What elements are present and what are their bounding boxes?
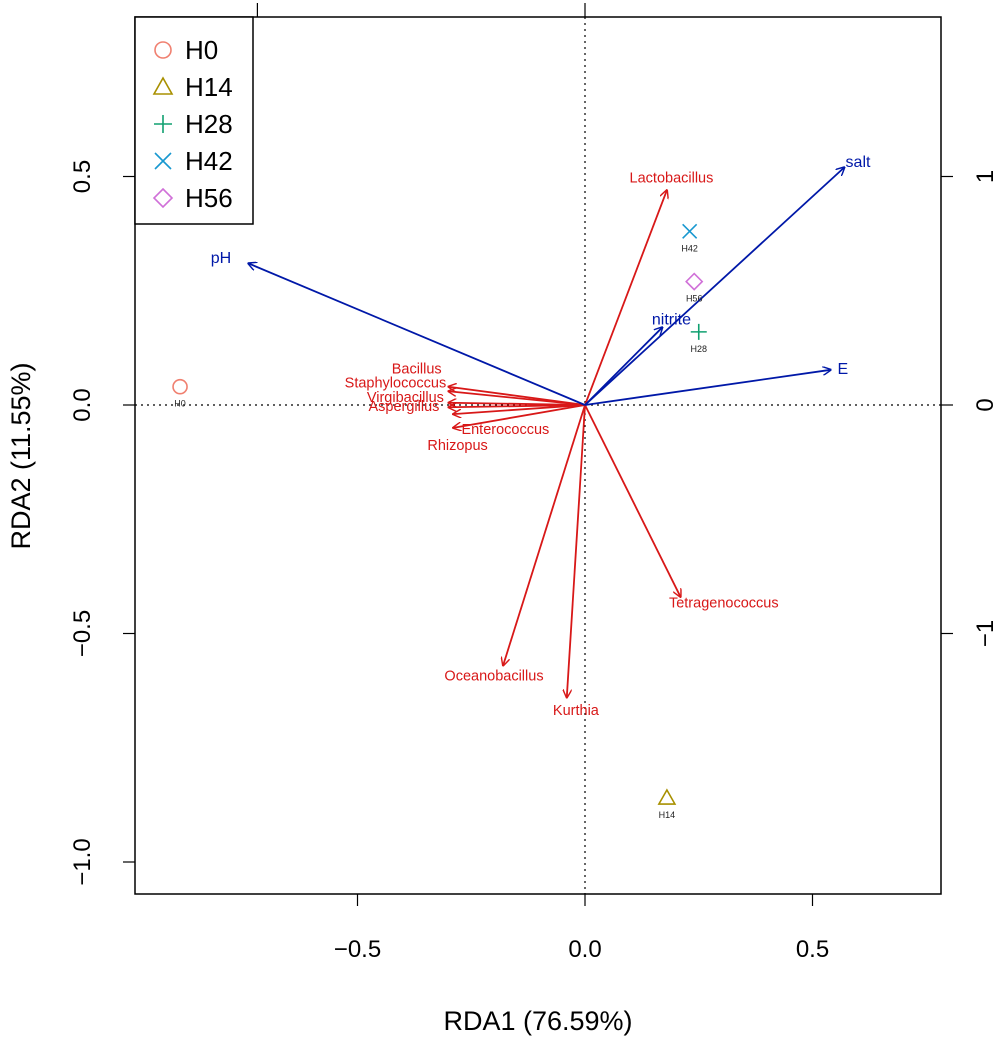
plot-frame [134,16,942,895]
sample-label-h42: H42 [681,243,698,253]
sample-point-h14 [657,788,677,805]
y-tick-label: 0.5 [69,160,96,193]
sample-label-h28: H28 [690,344,707,354]
right-tick-label: −1 [972,620,999,647]
legend-symbol-h28 [154,115,172,133]
right-axis: 1 0 −1 [941,170,999,647]
species-label-lactobacillus: Lactobacillus [630,171,714,187]
environment-vectors: pH salt nitrite E [211,154,871,406]
legend-label-h0: H0 [185,35,218,65]
species-arrow-oceanobacillus [503,404,586,665]
env-label-e: E [838,361,849,378]
legend-label-h14: H14 [185,72,233,102]
env-label-ph: pH [211,250,231,267]
sample-point-h0 [172,378,188,395]
x-tick-label: −0.5 [334,936,381,963]
y-tick-label: 0.0 [69,388,96,421]
right-tick-label: 1 [972,170,999,183]
env-arrow-nitrite [584,327,662,406]
species-label-tetragenococcus: Tetragenococcus [669,596,779,612]
species-label-rhizopus: Rhizopus [427,438,487,454]
env-arrow-e [584,370,831,406]
species-arrow-aspergillus [449,405,586,407]
species-arrow-lactobacillus [584,190,667,406]
y-axis: −1.0 −0.5 0.0 0.5 [69,160,135,886]
zero-lines [135,17,941,894]
x-tick-label: 0.0 [568,936,601,963]
legend-entries: H0 H14 H28 H42 H56 [152,35,233,213]
y-axis-title: RDA2 (11.55%) [6,362,36,549]
sample-points: H0 H14 H28 H42 H56 [172,223,707,820]
species-label-oceanobacillus: Oceanobacillus [444,669,543,685]
x-axis-title: RDA1 (76.59%) [443,1006,632,1036]
species-label-enterococcus: Enterococcus [461,422,549,438]
species-arrow-staphylococcus [449,391,586,406]
legend-label-h42: H42 [185,146,233,176]
legend-symbol-h56 [152,187,174,209]
x-axis: −0.5 0.0 0.5 [334,894,829,963]
legend: H0 H14 H28 H42 H56 [134,16,254,225]
env-label-nitrite: nitrite [652,312,691,329]
y-tick-label: −0.5 [69,610,96,657]
species-arrow-kurthia [567,404,586,697]
legend-symbol-h14 [152,76,174,95]
legend-symbol-h42 [154,152,172,170]
species-arrow-enterococcus [453,404,586,414]
sample-point-h56 [685,272,704,291]
sample-label-h14: H14 [659,810,676,820]
species-label-staphylococcus: Staphylococcus [345,375,447,391]
right-tick-label: 0 [972,398,999,411]
top-axis [256,3,586,17]
legend-label-h28: H28 [185,109,233,139]
sample-label-h56: H56 [686,294,703,304]
env-label-salt: salt [846,154,871,171]
species-label-virgibacillus: Virgibacillus [367,390,444,406]
env-arrow-salt [584,167,844,406]
sample-point-h42 [682,223,698,239]
sample-label-h0: H0 [174,399,186,409]
legend-label-h56: H56 [185,183,233,213]
sample-point-h28 [690,323,707,340]
env-arrow-ph [248,263,586,406]
species-arrow-tetragenococcus [584,404,681,597]
species-label-kurthia: Kurthia [553,703,600,719]
x-tick-label: 0.5 [796,936,829,963]
species-vectors: Lactobacillus BacillusStaphylococcusVirgi… [345,171,779,719]
species-label-aspergillus: Aspergillus [368,399,439,415]
species-label-bacillus: Bacillus [392,362,442,378]
legend-symbol-h0 [154,41,172,59]
species-arrow-rhizopus [453,404,586,428]
y-tick-label: −1.0 [69,838,96,885]
